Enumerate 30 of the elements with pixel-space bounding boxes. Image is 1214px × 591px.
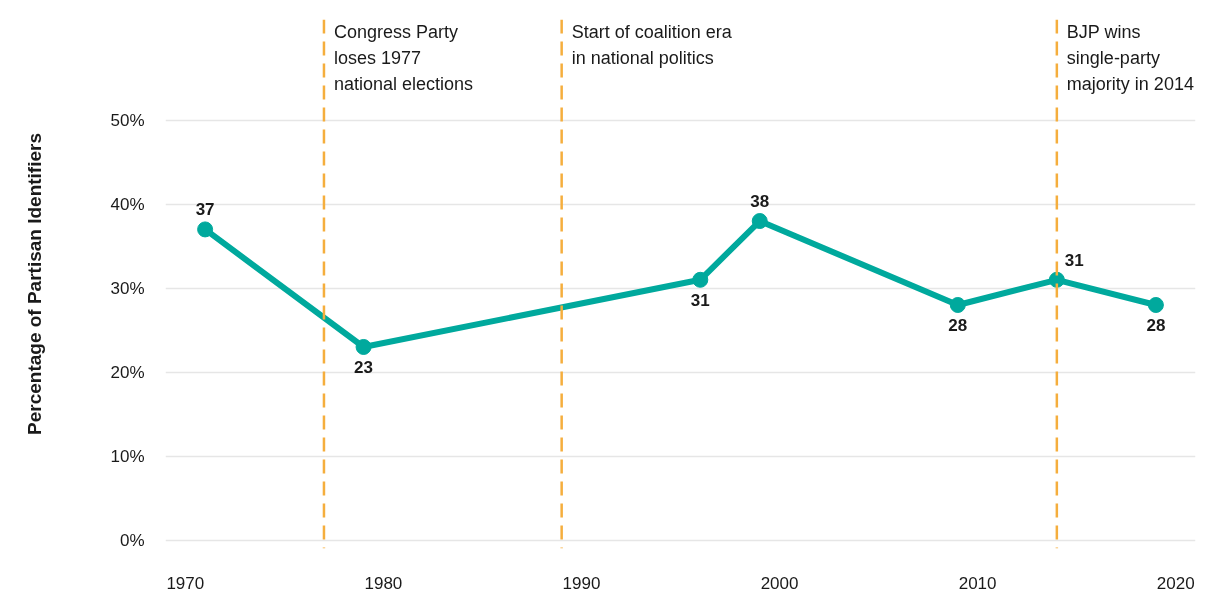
ref-line-label: BJP wins single-party majority in 2014 (1066, 21, 1194, 94)
data-label: 37 (195, 200, 215, 220)
y-axis-title: Percentage of Partisan Identifiers (24, 132, 46, 435)
point (751, 213, 768, 230)
x-tick-label: 2010 (958, 573, 997, 591)
data-label: 38 (750, 192, 770, 212)
point (692, 271, 709, 288)
y-tick-label: 50% (110, 110, 145, 130)
x-tick-label: 1990 (562, 573, 601, 591)
y-tick-label: 30% (110, 278, 145, 298)
x-tick-label: 1970 (166, 573, 205, 591)
point (197, 221, 214, 238)
point (1048, 271, 1065, 288)
data-label: 28 (1146, 315, 1166, 335)
ref-line-label: Start of coalition era in national politics (571, 21, 733, 68)
data-label: 23 (354, 357, 374, 377)
y-tick-label: 0% (119, 530, 145, 550)
x-tick-label: 2020 (1156, 573, 1195, 591)
point (1147, 297, 1164, 313)
point (949, 297, 966, 313)
data-label: 31 (1064, 250, 1084, 270)
ref-line-label: Congress Party loses 1977 national elections (333, 21, 474, 94)
x-tick-label: 2000 (760, 573, 799, 591)
x-tick-label: 1980 (364, 573, 403, 591)
data-label: 31 (690, 290, 710, 310)
y-tick-label: 20% (110, 362, 145, 382)
data-label: 28 (948, 315, 968, 335)
y-tick-label: 10% (110, 446, 145, 466)
point (355, 338, 372, 355)
y-tick-label: 40% (110, 194, 145, 214)
